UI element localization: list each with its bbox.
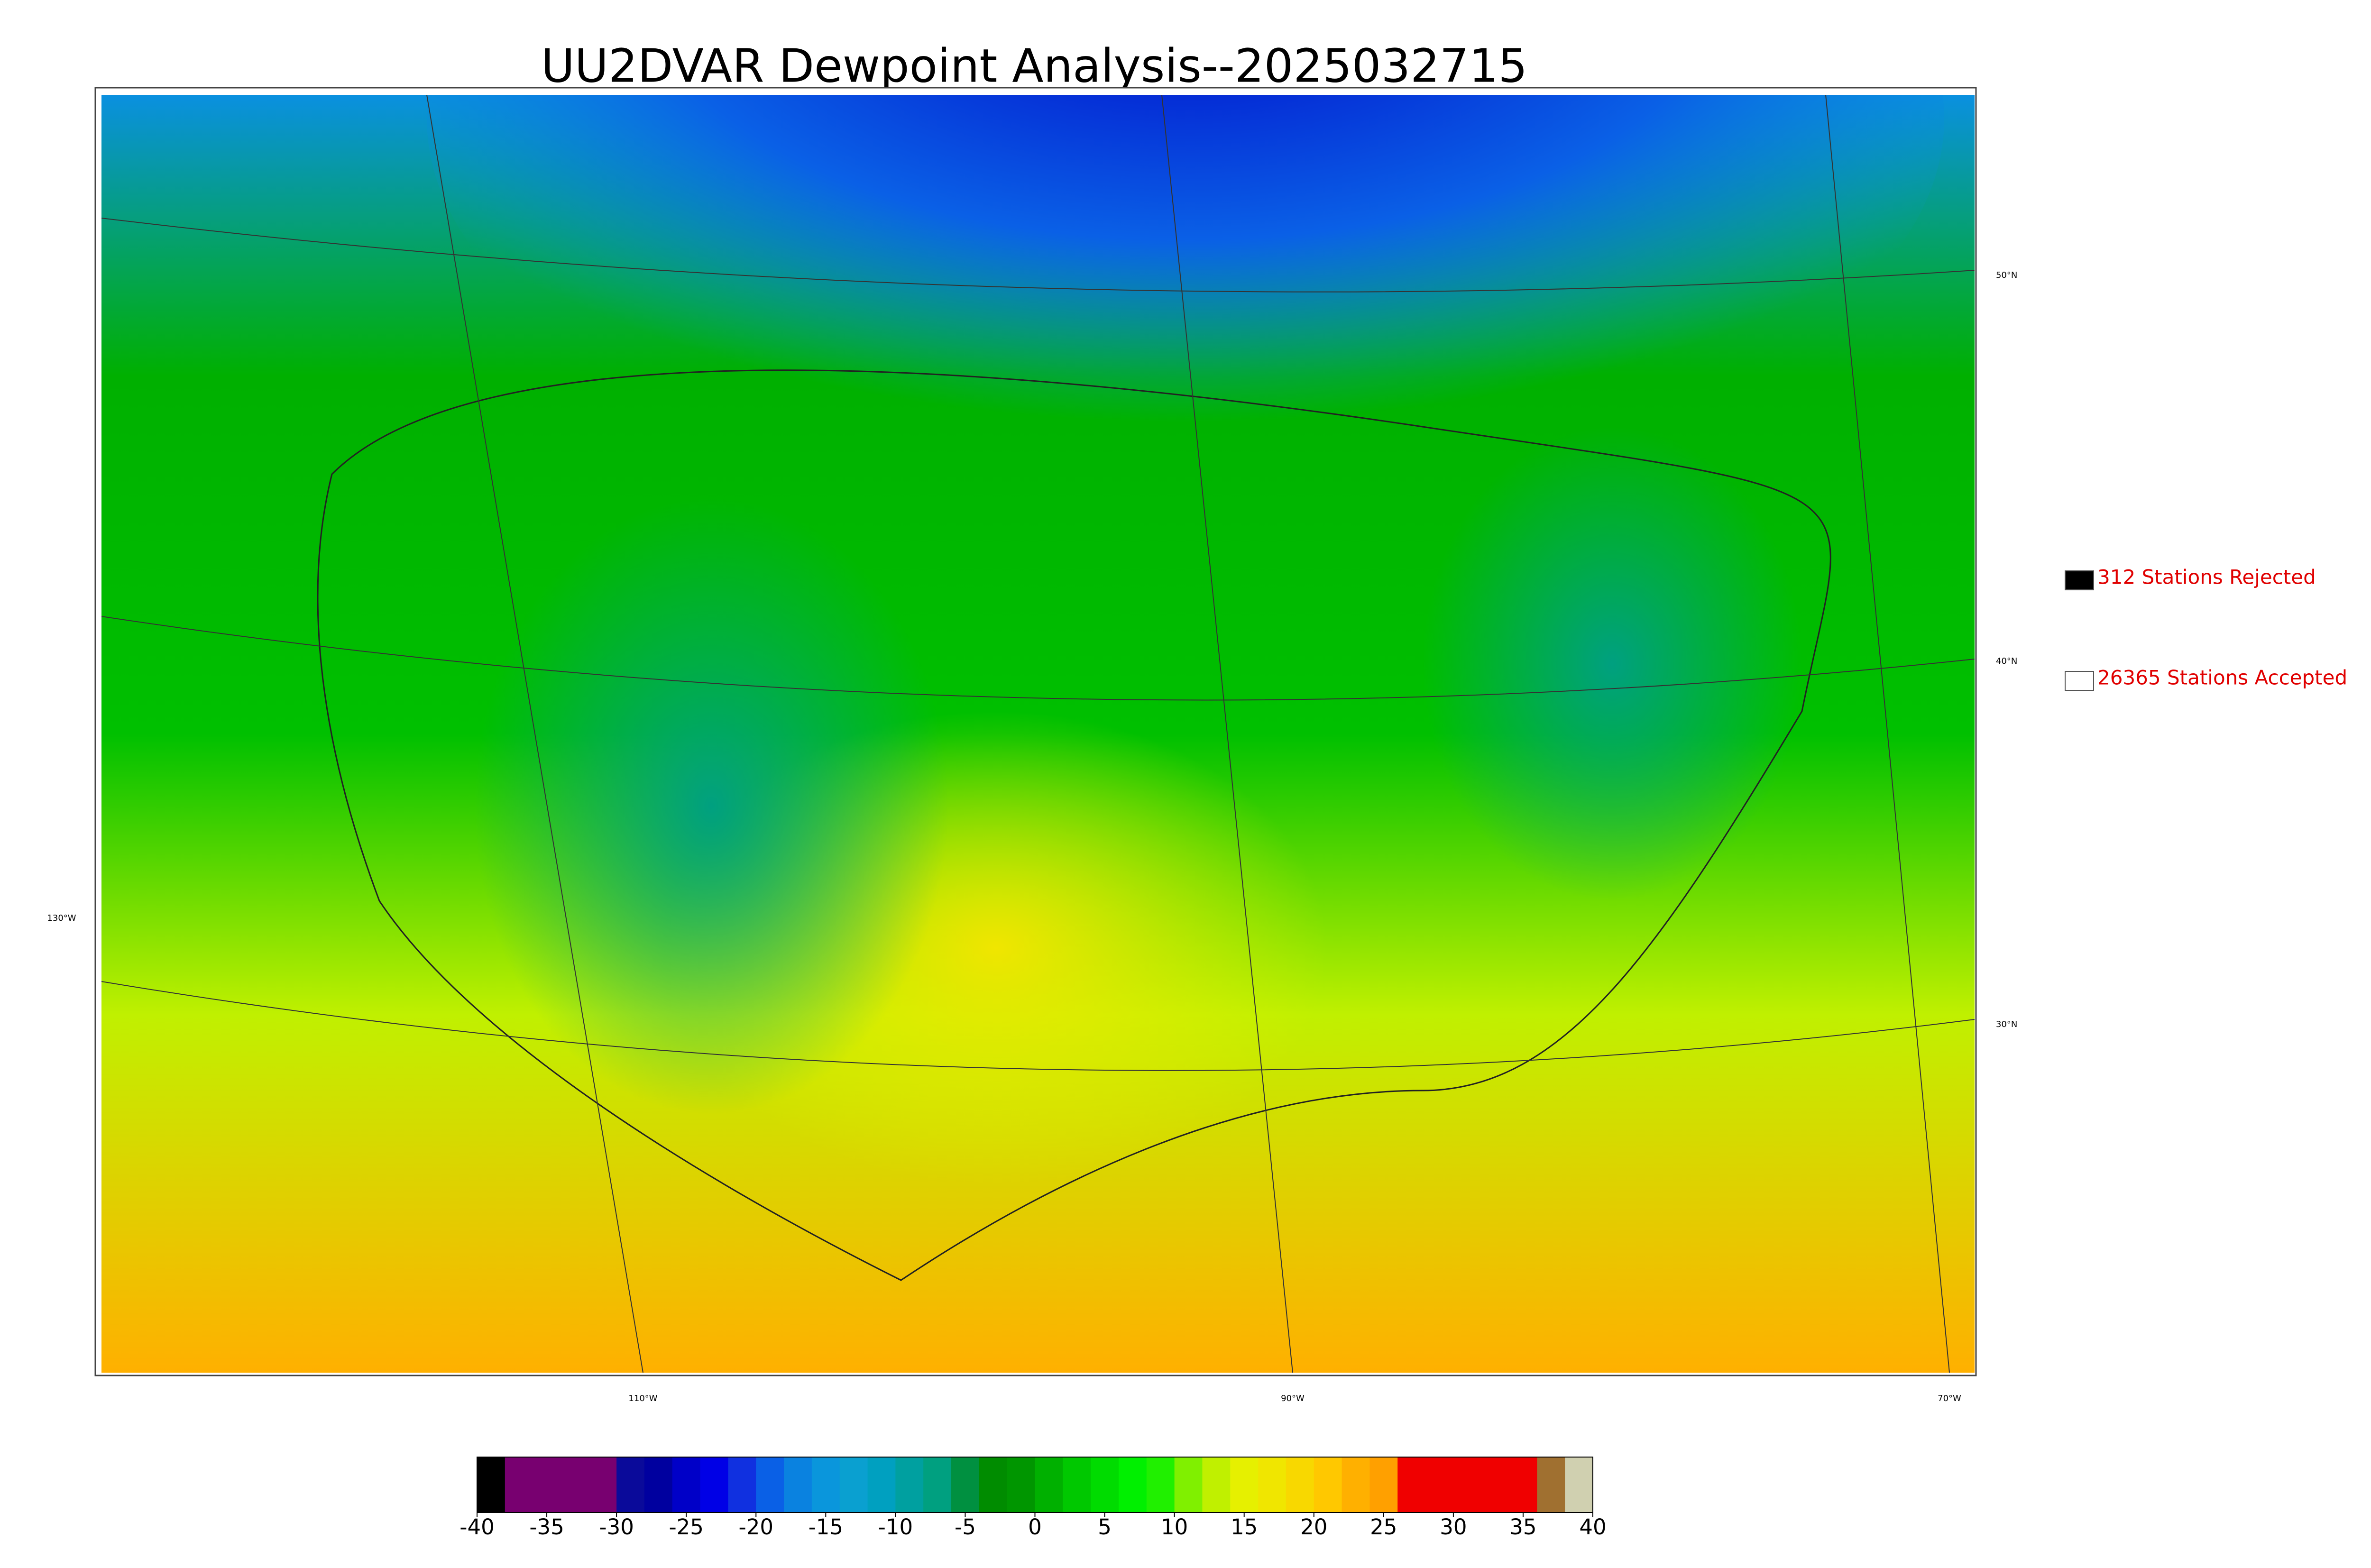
colorbar-segment: [1286, 1457, 1314, 1513]
legend-label: 312 Stations Rejected: [2097, 566, 2316, 589]
colorbar-tick-label: 15: [1231, 1514, 1258, 1540]
colorbar-tick-label: -10: [878, 1514, 913, 1540]
colorbar-segment: [1453, 1457, 1482, 1513]
dry-region: [1423, 427, 1802, 901]
colorbar-segment: [1314, 1457, 1342, 1513]
colorbar-segment: [1063, 1457, 1091, 1513]
colorbar-tick-label: -20: [739, 1514, 774, 1540]
colorbar-tick-label: 35: [1509, 1514, 1536, 1540]
colorbar-segment: [756, 1457, 784, 1513]
colorbar-segment: [1091, 1457, 1119, 1513]
colorbar-tick-label: 30: [1440, 1514, 1467, 1540]
legend: 312 Stations Rejected 26365 Stations Acce…: [2065, 566, 2347, 691]
colorbar-tick-label: -25: [669, 1514, 704, 1540]
title: UU2DVAR Dewpoint Analysis--2025032715: [541, 39, 1527, 92]
colorbar-segment: [728, 1457, 756, 1513]
colorbar-tick-label: -5: [955, 1514, 976, 1540]
colorbar-segment: [979, 1457, 1008, 1513]
colorbar-segment: [1397, 1457, 1426, 1513]
colorbar-segment: [1258, 1457, 1287, 1513]
graticule-labels: 50°N 40°N 30°N 130°W 110°W 90°W 70°W: [47, 270, 2017, 1403]
colorbar-segment: [1230, 1457, 1259, 1513]
colorbar-segment: [1146, 1457, 1175, 1513]
latitude-label: 30°N: [1996, 1019, 2017, 1029]
colorbar-segment: [616, 1457, 645, 1513]
colorbar-segment: [1481, 1457, 1510, 1513]
colorbar-segment: [1202, 1457, 1231, 1513]
colorbar-tick-label: 20: [1300, 1514, 1327, 1540]
colorbar-segment: [1035, 1457, 1063, 1513]
colorbar-segment: [700, 1457, 729, 1513]
colorbar-segment: [895, 1457, 924, 1513]
colorbar-segment: [839, 1457, 868, 1513]
colorbar-tick-label: -40: [459, 1514, 495, 1540]
colorbar-tick-label: -15: [809, 1514, 844, 1540]
colorbar-segment: [1007, 1457, 1036, 1513]
colorbar-tick-label: 25: [1370, 1514, 1397, 1540]
colorbar-segment: [811, 1457, 840, 1513]
colorbar-segment: [588, 1457, 617, 1513]
coastline: [317, 369, 1831, 1281]
colorbar-segment: [1369, 1457, 1398, 1513]
colorbar-segment: [1342, 1457, 1370, 1513]
colorbar-tick-label: -35: [529, 1514, 564, 1540]
colorbar-tick-label: 10: [1161, 1514, 1188, 1540]
colorbar-segment: [867, 1457, 896, 1513]
colorbar: -40 -35 -30 -25 -20 -15 -10 -5 0 5 10 15 20 25 30 35 40: [459, 1457, 1607, 1540]
colorbar-segment: [1565, 1457, 1593, 1513]
colorbar-segment: [505, 1457, 533, 1513]
latitude-label: 50°N: [1996, 270, 2017, 280]
colorbar-segment: [533, 1457, 561, 1513]
colorbar-segment: [672, 1457, 701, 1513]
cold-region: [427, 95, 1944, 498]
legend-label: 26365 Stations Accepted: [2097, 666, 2347, 689]
latitude-label: 40°N: [1996, 656, 2017, 666]
colorbar-segment: [644, 1457, 673, 1513]
longitude-label: 130°W: [47, 913, 76, 923]
legend-swatch: [2065, 671, 2094, 691]
colorbar-segment: [477, 1457, 505, 1513]
graticule-lines: [101, 95, 1975, 1373]
colorbar-segment: [1537, 1457, 1565, 1513]
colorbar-tick-label: -30: [599, 1514, 634, 1540]
colorbar-segment: [1118, 1457, 1147, 1513]
colorbar-tick-label: 5: [1098, 1514, 1112, 1540]
map: [101, 95, 1975, 1373]
longitude-label: 90°W: [1281, 1394, 1305, 1403]
colorbar-segment: [1174, 1457, 1203, 1513]
colorbar-segment: [951, 1457, 980, 1513]
legend-swatch: [2065, 570, 2094, 590]
colorbar-segment: [923, 1457, 952, 1513]
colorbar-segment: [784, 1457, 812, 1513]
colorbar-segment: [561, 1457, 589, 1513]
colorbar-segment: [1425, 1457, 1454, 1513]
colorbar-tick-label: 40: [1579, 1514, 1606, 1540]
colorbar-tick-label: 0: [1028, 1514, 1042, 1540]
longitude-label: 70°W: [1938, 1394, 1961, 1403]
dry-region: [474, 498, 948, 1114]
colorbar-segment: [1509, 1457, 1537, 1513]
longitude-label: 110°W: [628, 1394, 657, 1403]
